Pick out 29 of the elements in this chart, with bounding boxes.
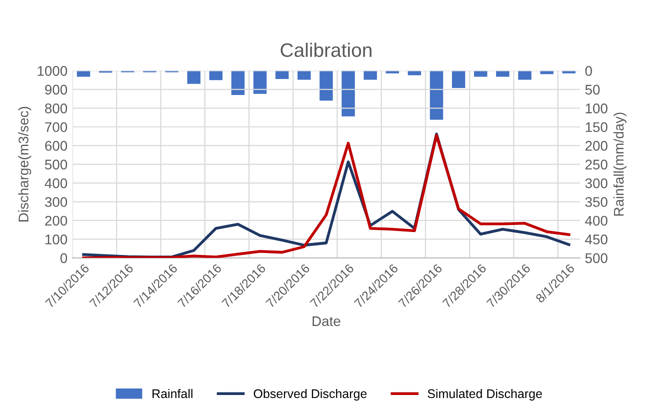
y-tick-label: 200	[45, 216, 68, 226]
y2-tick-label: 350	[585, 197, 608, 207]
y-tick-label: 0	[60, 253, 68, 264]
y-tick-label: 700	[45, 122, 68, 132]
y2-tick-label: 50	[585, 84, 600, 95]
x-axis-title: Date	[312, 316, 340, 326]
y2-tick-label: 250	[585, 160, 608, 170]
y-tick-label: 800	[45, 103, 68, 114]
y-tick-label: 400	[44, 178, 68, 188]
chart-title: Calibration	[280, 42, 372, 58]
y2-axis-title: Rainfall(mm/day)	[614, 112, 626, 216]
y-tick-label: 600	[45, 140, 68, 151]
y-axis-title: Discharge(m3/sec)	[18, 106, 32, 222]
y2-tick-label: 300	[585, 178, 608, 188]
y2-tick-label: 500	[585, 253, 608, 264]
y-tick-label: 300	[44, 197, 68, 207]
y-tick-label: 100	[46, 234, 68, 244]
y2-tick-label: 200	[585, 140, 608, 151]
legend-label: Observed Discharge	[254, 388, 367, 401]
y2-tick-label: 100	[586, 103, 608, 114]
y2-tick-label: 0	[585, 66, 592, 76]
y2-tick-label: 400	[585, 216, 608, 226]
y2-tick-label: 450	[585, 234, 608, 244]
legend-label: Simulated Discharge	[428, 388, 542, 401]
y-tick-label: 500	[45, 160, 68, 170]
y-tick-label: 1000	[38, 66, 68, 76]
y2-tick-label: 150	[586, 122, 608, 132]
legend-label: Rainfall	[152, 388, 192, 398]
y-tick-label: 900	[45, 84, 68, 95]
